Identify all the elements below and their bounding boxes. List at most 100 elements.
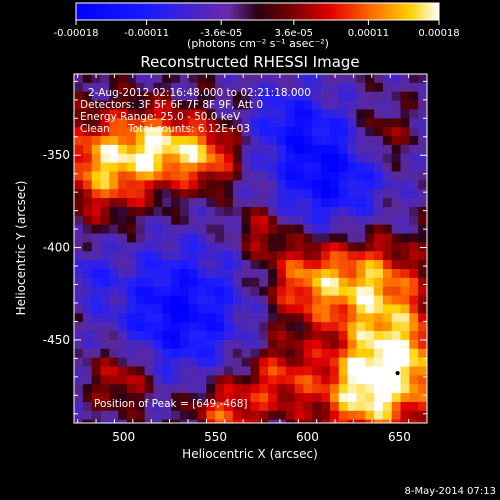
heatmap-cell <box>329 393 340 403</box>
heatmap-cell <box>91 233 101 243</box>
heatmap-cell <box>188 171 198 181</box>
heatmap-cell <box>162 331 172 341</box>
heatmap-cell <box>294 339 304 350</box>
heatmap-cell <box>109 189 119 199</box>
heatmap-cell <box>153 366 163 376</box>
heatmap-cell <box>100 348 110 359</box>
heatmap-cell <box>303 313 313 323</box>
heatmap-cell <box>109 100 119 110</box>
heatmap-cell <box>329 136 340 146</box>
heatmap-cell <box>241 304 251 314</box>
heatmap-cell <box>347 366 357 376</box>
heatmap-cell <box>329 357 340 367</box>
heatmap-cell <box>162 401 172 412</box>
heatmap-cell <box>365 206 375 217</box>
heatmap-cell <box>294 260 304 270</box>
heatmap-cell <box>188 224 198 234</box>
heatmap-cell <box>259 295 269 305</box>
heatmap-cell <box>126 419 137 423</box>
heatmap-cell <box>144 251 154 261</box>
heatmap-cell <box>347 91 357 101</box>
heatmap-cell <box>232 215 243 226</box>
heatmap-cell <box>74 251 84 261</box>
heatmap-cell <box>321 384 331 394</box>
heatmap-cell <box>259 144 269 155</box>
heatmap-cell <box>321 153 331 164</box>
heatmap-cell <box>241 206 251 217</box>
heatmap-cell <box>409 286 419 296</box>
heatmap-cell <box>409 339 419 350</box>
heatmap-cell <box>232 233 243 243</box>
heatmap-cell <box>118 357 128 367</box>
heatmap-cell <box>179 357 190 367</box>
heatmap-cell <box>215 384 225 394</box>
heatmap-cell <box>382 206 393 217</box>
heatmap-cell <box>338 251 348 261</box>
heatmap-cell <box>329 215 340 226</box>
heatmap-cell <box>100 180 110 190</box>
heatmap-cell <box>276 136 287 146</box>
heatmap-cell <box>171 162 181 172</box>
heatmap-cell <box>162 74 172 84</box>
heatmap-cell <box>197 304 207 314</box>
heatmap-cell <box>329 242 340 252</box>
heatmap-cell <box>100 251 110 261</box>
heatmap-cell <box>91 215 101 226</box>
heatmap-cell <box>268 357 278 367</box>
heatmap-cell <box>179 375 190 385</box>
heatmap-cell <box>118 74 128 84</box>
heatmap-cell <box>268 118 278 128</box>
heatmap-cell <box>82 233 93 243</box>
heatmap-cell <box>268 304 278 314</box>
heatmap-cell <box>382 322 393 332</box>
heatmap-cell <box>179 118 190 128</box>
heatmap-cell <box>365 153 375 164</box>
heatmap-cell <box>400 215 410 226</box>
heatmap-cell <box>250 286 260 296</box>
heatmap-cell <box>162 277 172 288</box>
heatmap-cell <box>294 127 304 137</box>
heatmap-cell <box>294 313 304 323</box>
heatmap-cell <box>126 322 137 332</box>
heatmap-cell <box>162 286 172 296</box>
heatmap-cell <box>329 410 340 421</box>
heatmap-cell <box>179 82 190 93</box>
heatmap-cell <box>100 100 110 110</box>
heatmap-cell <box>276 109 287 119</box>
heatmap-cell <box>312 366 322 376</box>
heatmap-cell <box>224 136 234 146</box>
heatmap-cell <box>321 74 331 84</box>
heatmap-cell <box>171 375 181 385</box>
heatmap-cell <box>356 74 366 84</box>
heatmap-cell <box>153 215 163 226</box>
heatmap-cell <box>268 366 278 376</box>
heatmap-cell <box>329 100 340 110</box>
heatmap-cell <box>171 277 181 288</box>
heatmap-cell <box>232 366 243 376</box>
heatmap-cell <box>294 393 304 403</box>
heatmap-cell <box>400 189 410 199</box>
heatmap-cell <box>347 401 357 412</box>
heatmap-cell <box>215 322 225 332</box>
heatmap-cell <box>74 339 84 350</box>
heatmap-cell <box>259 109 269 119</box>
heatmap-cell <box>356 215 366 226</box>
heatmap-cell <box>268 331 278 341</box>
heatmap-cell <box>303 304 313 314</box>
heatmap-cell <box>118 322 128 332</box>
heatmap-cell <box>162 136 172 146</box>
heatmap-cell <box>303 144 313 155</box>
heatmap-cell <box>259 286 269 296</box>
heatmap-cell <box>171 74 181 84</box>
heatmap-cell <box>162 393 172 403</box>
heatmap-cell <box>126 277 137 288</box>
heatmap-cell <box>382 118 393 128</box>
heatmap-cell <box>241 136 251 146</box>
heatmap-cell <box>365 419 375 423</box>
heatmap-cell <box>232 304 243 314</box>
heatmap-cell <box>206 268 216 279</box>
heatmap-cell <box>303 215 313 226</box>
heatmap-cell <box>162 384 172 394</box>
heatmap-cell <box>144 74 154 84</box>
heatmap-cell <box>250 260 260 270</box>
